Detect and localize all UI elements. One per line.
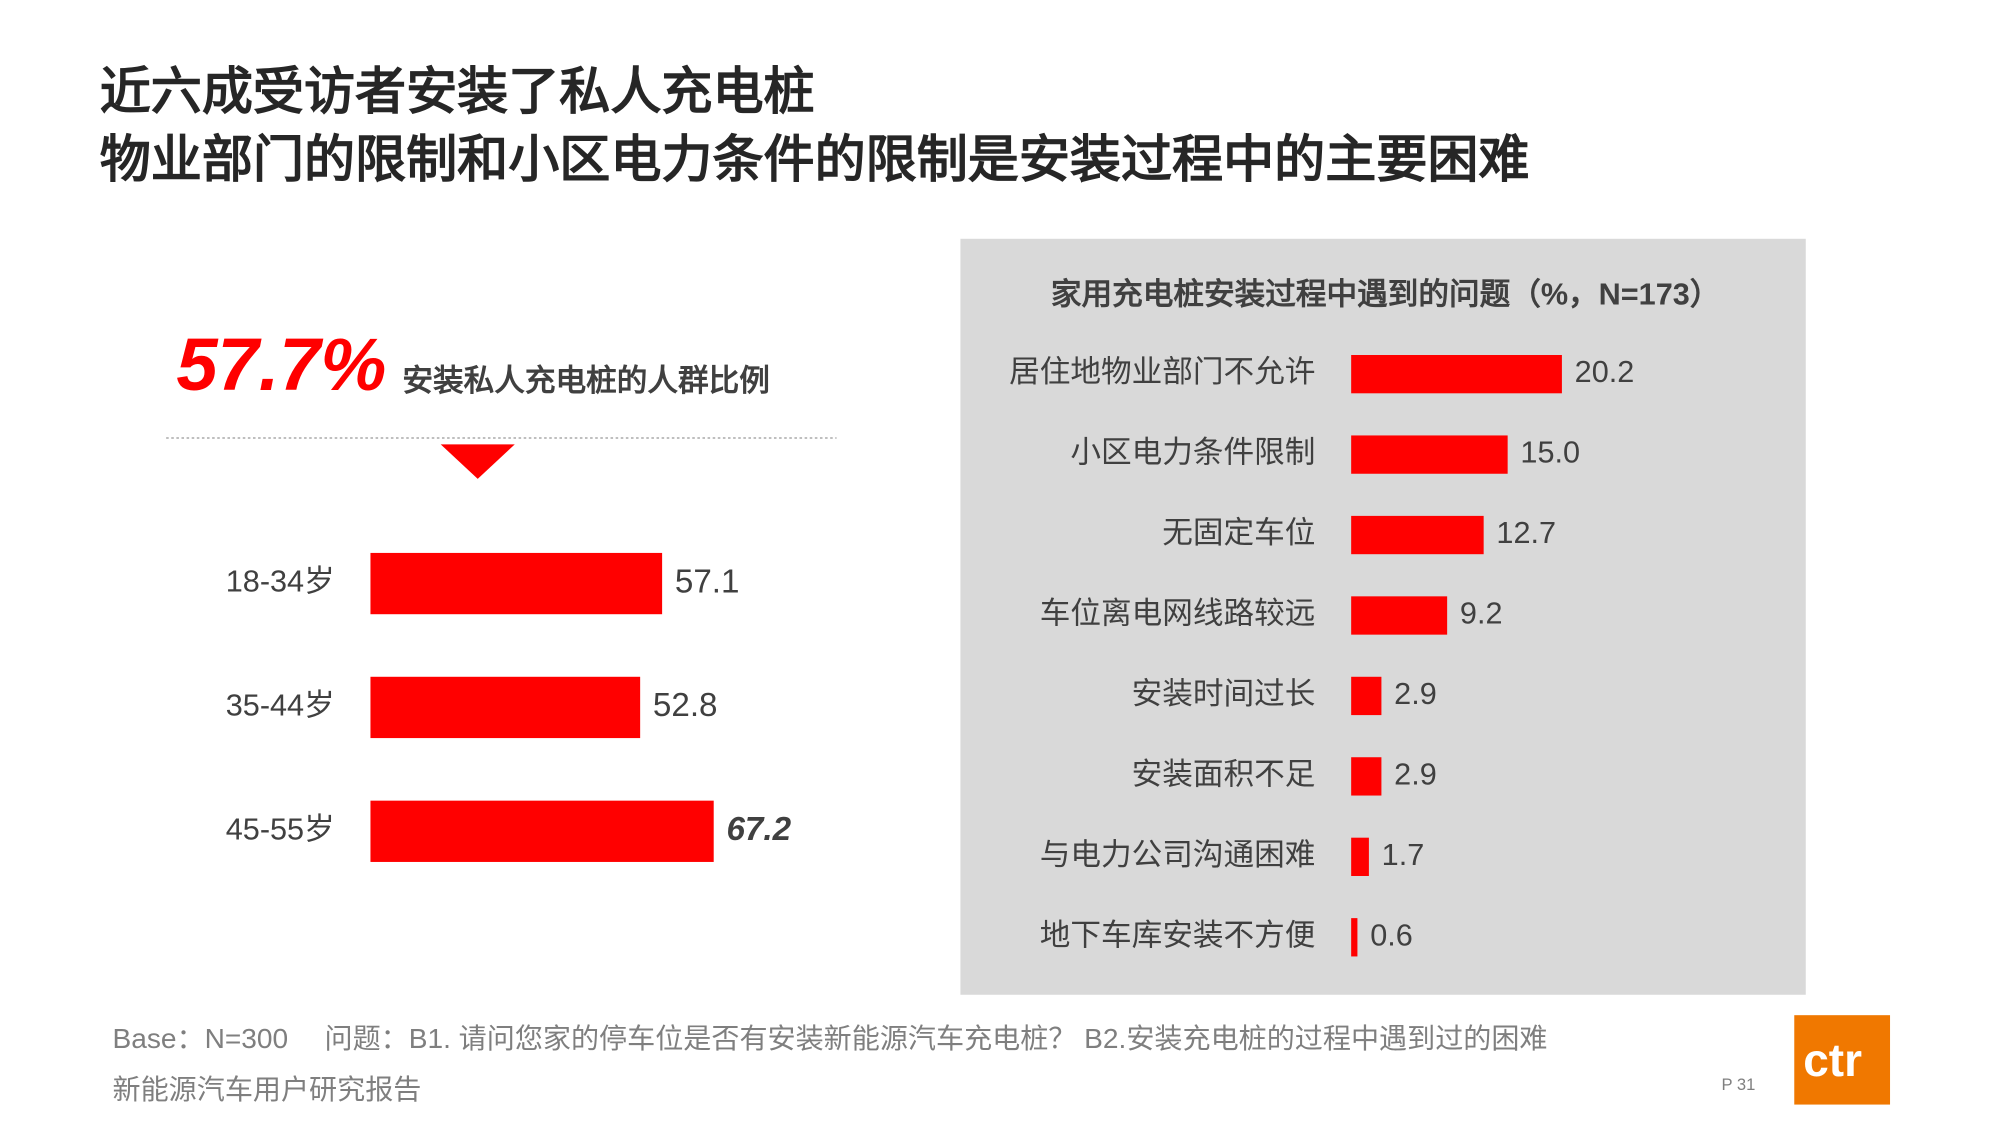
- title-line: 近六成受访者安装了私人充电桩: [100, 63, 815, 120]
- footer-base: Base：N=300: [113, 1023, 289, 1054]
- bar: [1351, 596, 1448, 635]
- value-label: 1.7: [1382, 838, 1425, 872]
- category-label: 45-55岁: [226, 812, 335, 846]
- value-label: 12.7: [1496, 516, 1556, 550]
- value-label: 52.8: [653, 687, 718, 724]
- category-label: 安装时间过长: [1132, 677, 1316, 711]
- category-label: 18-34岁: [226, 565, 335, 599]
- bar: [1351, 918, 1358, 957]
- category-label: 居住地物业部门不允许: [1009, 355, 1315, 389]
- value-label: 0.6: [1370, 918, 1413, 952]
- chart-title: 家用充电桩安装过程中遇到的问题（%，N=173）: [1051, 277, 1721, 311]
- category-label: 地下车库安装不方便: [1040, 918, 1316, 952]
- footer-question: 问题：B1. 请问您家的停车位是否有安装新能源汽车充电桩？ B2.安装充电桩的过…: [324, 1023, 1547, 1054]
- bar: [1351, 757, 1382, 796]
- bar: [1351, 515, 1484, 555]
- value-label: 9.2: [1460, 597, 1503, 631]
- value-label: 20.2: [1575, 355, 1635, 389]
- bar: [1351, 354, 1562, 394]
- value-label: 67.2: [726, 811, 791, 848]
- highlight-label: 安装私人充电桩的人群比例: [402, 363, 770, 398]
- title-line: 物业部门的限制和小区电力条件的限制是安装过程中的主要困难: [100, 131, 1530, 188]
- bar: [370, 676, 641, 739]
- category-label: 安装面积不足: [1132, 757, 1316, 791]
- footer-source: 新能源汽车用户研究报告: [113, 1074, 422, 1105]
- logo-box: [1794, 1015, 1891, 1105]
- bar: [1351, 435, 1508, 474]
- logo: ctr: [1803, 1034, 1862, 1086]
- category-label: 小区电力条件限制: [1070, 436, 1315, 470]
- bar: [1351, 837, 1369, 876]
- value-label: 15.0: [1520, 436, 1580, 470]
- bar: [1351, 676, 1382, 716]
- page-number: P 31: [1721, 1075, 1755, 1094]
- category-label: 与电力公司沟通困难: [1040, 838, 1316, 872]
- category-label: 35-44岁: [226, 689, 335, 723]
- value-label: 2.9: [1394, 757, 1437, 791]
- category-label: 车位离电网线路较远: [1040, 597, 1316, 631]
- bar: [370, 800, 714, 862]
- highlight-value: 57.7%: [176, 323, 386, 406]
- category-label: 无固定车位: [1162, 516, 1315, 550]
- arrow: [440, 444, 515, 479]
- bar: [370, 552, 663, 615]
- value-label: 2.9: [1394, 677, 1437, 711]
- value-label: 57.1: [675, 563, 740, 600]
